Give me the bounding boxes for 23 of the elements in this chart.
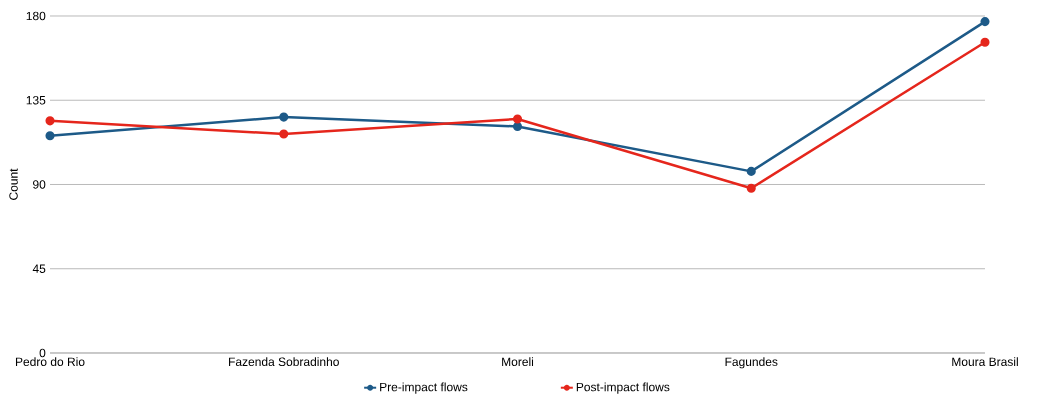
x-tick-label: Fagundes	[725, 357, 778, 369]
y-tick-label: 90	[33, 180, 46, 189]
x-tick-label: Pedro do Rio	[15, 357, 85, 366]
point	[45, 116, 55, 126]
legend-label: Post-impact flows	[576, 382, 670, 394]
y-axis-title: Count	[9, 168, 18, 200]
point	[980, 37, 990, 47]
point	[279, 129, 289, 139]
legend-label: Pre-impact flows	[380, 382, 468, 394]
point	[279, 112, 289, 122]
y-tick-label: 45	[32, 264, 46, 273]
point	[512, 121, 523, 131]
point	[45, 131, 55, 141]
y-tick-label: 180	[26, 11, 46, 21]
point	[980, 17, 990, 27]
x-tick-label: Fazenda Sobradinho	[229, 357, 339, 366]
y-tick-label: 135	[26, 96, 46, 105]
point	[746, 183, 756, 193]
x-tick-label: Moura Brasil	[952, 357, 1018, 366]
y-tick-label: 0	[39, 348, 46, 358]
point	[746, 166, 756, 176]
x-tick-label: Moreli	[502, 357, 534, 366]
point	[512, 114, 523, 124]
